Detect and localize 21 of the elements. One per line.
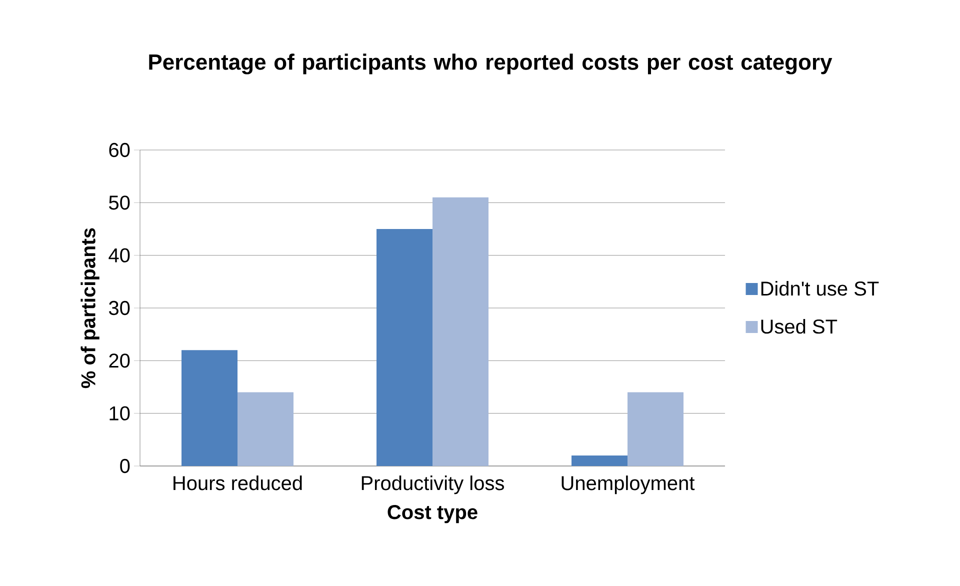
y-axis-title: % of participants [80, 228, 100, 388]
bar [572, 455, 628, 466]
y-tick-label: 40 [108, 248, 130, 262]
x-axis-title: Cost type [388, 505, 478, 524]
y-tick-label: 30 [108, 300, 130, 316]
bar [238, 392, 294, 466]
chart-title: Percentage of participants who reported costs per cost category [149, 54, 832, 74]
y-tick-label: 0 [120, 458, 130, 474]
bar [376, 229, 433, 466]
legend-label: Didn't use ST [761, 281, 879, 296]
x-tick-label: Unemployment [562, 476, 695, 494]
y-tick-label: 60 [109, 142, 130, 158]
y-tick-label: 20 [109, 354, 130, 368]
x-tick-label: Hours reduced [174, 476, 302, 490]
bar [628, 392, 684, 466]
y-tick-label: 50 [109, 196, 130, 210]
legend-label: Used ST [761, 319, 838, 334]
bar [182, 350, 238, 466]
bar [432, 197, 489, 466]
y-tick-label: 10 [110, 406, 130, 420]
x-tick-label: Productivity loss [362, 476, 504, 494]
